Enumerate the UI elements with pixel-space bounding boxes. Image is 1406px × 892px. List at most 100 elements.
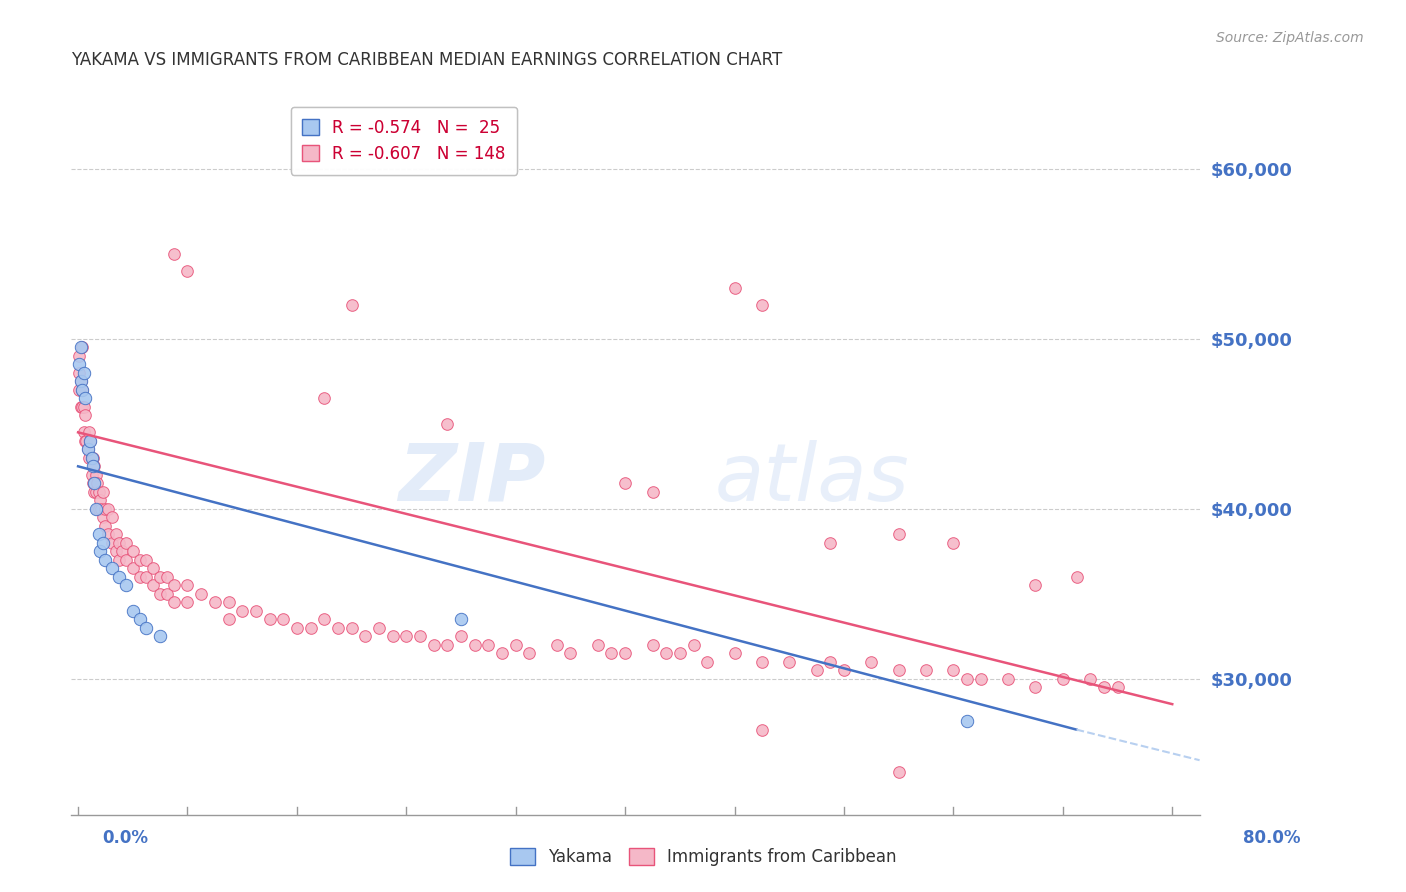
- Point: [436, 417, 458, 431]
- Text: Source: ZipAtlas.com: Source: ZipAtlas.com: [1216, 31, 1364, 45]
- Point: [1092, 680, 1115, 694]
- Point: [409, 629, 432, 643]
- Point: [101, 535, 124, 549]
- Point: [546, 638, 568, 652]
- Point: [176, 595, 198, 609]
- Point: [218, 612, 240, 626]
- Point: [111, 544, 134, 558]
- Point: [600, 646, 623, 660]
- Point: [1024, 578, 1046, 592]
- Point: [997, 672, 1019, 686]
- Point: [128, 570, 150, 584]
- Point: [723, 281, 745, 295]
- Point: [76, 442, 98, 457]
- Point: [72, 400, 94, 414]
- Point: [778, 655, 800, 669]
- Point: [245, 604, 267, 618]
- Point: [156, 587, 179, 601]
- Point: [69, 366, 91, 380]
- Point: [73, 409, 96, 423]
- Point: [259, 612, 281, 626]
- Point: [887, 527, 910, 541]
- Point: [477, 638, 499, 652]
- Point: [89, 544, 111, 558]
- Point: [970, 672, 993, 686]
- Point: [450, 629, 472, 643]
- Point: [84, 484, 107, 499]
- Point: [464, 638, 486, 652]
- Point: [75, 434, 97, 448]
- Point: [70, 383, 93, 397]
- Point: [1052, 672, 1074, 686]
- Point: [176, 264, 198, 278]
- Point: [395, 629, 418, 643]
- Point: [77, 450, 100, 465]
- Point: [942, 535, 965, 549]
- Point: [806, 663, 828, 677]
- Point: [614, 476, 637, 491]
- Point: [108, 553, 131, 567]
- Point: [820, 655, 842, 669]
- Point: [108, 570, 131, 584]
- Point: [163, 578, 186, 592]
- Point: [86, 501, 108, 516]
- Point: [69, 400, 91, 414]
- Point: [314, 612, 336, 626]
- Point: [87, 527, 110, 541]
- Point: [271, 612, 294, 626]
- Point: [69, 383, 91, 397]
- Point: [163, 247, 186, 261]
- Point: [86, 476, 108, 491]
- Point: [94, 518, 117, 533]
- Point: [641, 484, 664, 499]
- Point: [83, 476, 105, 491]
- Point: [956, 714, 979, 728]
- Point: [915, 663, 938, 677]
- Point: [142, 578, 165, 592]
- Point: [121, 604, 143, 618]
- Point: [381, 629, 404, 643]
- Point: [204, 595, 226, 609]
- Point: [80, 450, 103, 465]
- Point: [70, 383, 93, 397]
- Point: [560, 646, 582, 660]
- Point: [450, 612, 472, 626]
- Legend: Yakama, Immigrants from Caribbean: Yakama, Immigrants from Caribbean: [502, 840, 904, 875]
- Point: [115, 535, 138, 549]
- Point: [69, 340, 91, 354]
- Point: [69, 358, 91, 372]
- Point: [121, 544, 143, 558]
- Point: [72, 425, 94, 440]
- Point: [519, 646, 541, 660]
- Point: [105, 544, 128, 558]
- Point: [82, 459, 104, 474]
- Point: [101, 510, 124, 524]
- Point: [72, 366, 94, 380]
- Point: [82, 476, 104, 491]
- Point: [90, 501, 112, 516]
- Point: [1107, 680, 1129, 694]
- Point: [73, 392, 96, 406]
- Point: [354, 629, 377, 643]
- Point: [135, 570, 157, 584]
- Point: [163, 595, 186, 609]
- Point: [723, 646, 745, 660]
- Point: [80, 467, 103, 482]
- Point: [614, 646, 637, 660]
- Point: [832, 663, 855, 677]
- Point: [69, 375, 91, 389]
- Point: [76, 442, 98, 457]
- Point: [69, 375, 91, 389]
- Point: [80, 450, 103, 465]
- Point: [190, 587, 212, 601]
- Point: [94, 501, 117, 516]
- Point: [87, 484, 110, 499]
- Point: [285, 621, 308, 635]
- Point: [682, 638, 704, 652]
- Point: [77, 425, 100, 440]
- Point: [340, 621, 363, 635]
- Point: [641, 638, 664, 652]
- Point: [101, 561, 124, 575]
- Point: [956, 672, 979, 686]
- Point: [142, 561, 165, 575]
